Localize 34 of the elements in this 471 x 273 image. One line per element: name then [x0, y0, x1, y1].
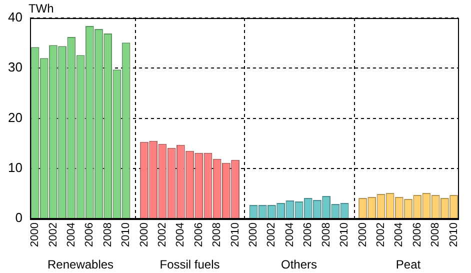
x-tick-label: 2008 [102, 222, 114, 248]
x-tick-label: 2004 [65, 222, 78, 248]
x-tick-label: 2008 [211, 222, 224, 248]
x-tick-label: 2002 [374, 222, 387, 248]
x-tick-label: 2010 [120, 222, 132, 248]
x-tick-label: 2000 [29, 222, 42, 248]
x-tick-label: 2004 [393, 222, 406, 248]
x-tick-label: 2010 [229, 222, 242, 248]
x-tick-label: 2006 [302, 222, 314, 248]
y-tick-label: 40 [8, 10, 22, 25]
x-tick-label: 2002 [156, 222, 168, 248]
x-tick-label: 2004 [284, 222, 296, 248]
y-tick-label: 10 [8, 160, 22, 175]
y-axis-title: TWh [28, 1, 54, 16]
x-tick-label: 2010 [338, 222, 351, 248]
y-tick-label: 0 [15, 210, 22, 226]
x-tick-label: 2006 [192, 222, 205, 248]
text: Fossil fuels [160, 257, 220, 272]
x-tick-label: 2008 [430, 222, 442, 248]
x-tick-label: 2008 [320, 222, 332, 248]
x-tick-label: 2006 [411, 222, 424, 248]
x-tick-label: 2004 [174, 222, 187, 248]
y-tick-label: 30 [8, 60, 22, 75]
x-tick-label: 2010 [448, 222, 460, 248]
text: Renewables [48, 257, 114, 272]
x-tick-label: 2000 [356, 222, 369, 248]
y-tick-label: 20 [8, 110, 22, 125]
text: Peat [396, 257, 422, 272]
x-tick-label: 2002 [47, 222, 60, 248]
x-tick-label: 2006 [84, 222, 96, 248]
text: Others [281, 257, 318, 272]
x-tick-label: 2000 [248, 222, 260, 248]
x-tick-label: 2002 [266, 222, 278, 248]
x-tick-label: 2000 [138, 222, 150, 248]
